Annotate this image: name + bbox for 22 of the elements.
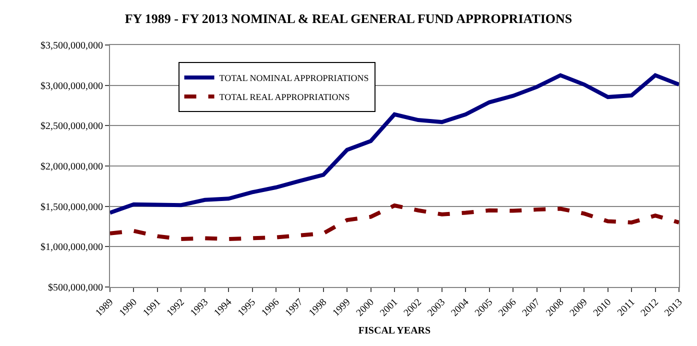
line-series: [110, 73, 679, 215]
y-tick-label: $3,500,000,000: [40, 40, 103, 52]
legend-label: TOTAL NOMINAL APPROPRIATIONS: [219, 72, 369, 83]
x-tick-label: 1992: [164, 296, 187, 319]
y-tick-label: $1,000,000,000: [40, 242, 103, 254]
x-tick-label: 2001: [378, 296, 400, 319]
y-tick-label: $1,500,000,000: [40, 202, 103, 213]
x-tick-label: 1999: [330, 296, 353, 319]
legend-label: TOTAL REAL APPROPRIATIONS: [219, 92, 350, 102]
x-tick-label: 1989: [94, 296, 116, 319]
x-tick-label: 2011: [616, 296, 638, 319]
y-tick-label: $3,000,000,000: [40, 80, 103, 92]
x-tick-label: 1993: [188, 296, 210, 319]
x-tick-label: 1990: [117, 296, 140, 319]
chart-title: FY 1989 - FY 2013 NOMINAL & REAL GENERAL FUND APPROPRIATIONS: [124, 10, 572, 26]
y-tick-label: $500,000,000: [48, 282, 103, 294]
y-tick-label: $2,000,000,000: [40, 162, 103, 172]
y-tick-label: $2,500,000,000: [40, 121, 103, 132]
x-axis-title: FISCAL YEARS: [358, 325, 432, 336]
x-tick-label: 1991: [141, 296, 164, 319]
x-tick-label: 1998: [307, 296, 330, 319]
line-series: [110, 204, 679, 241]
